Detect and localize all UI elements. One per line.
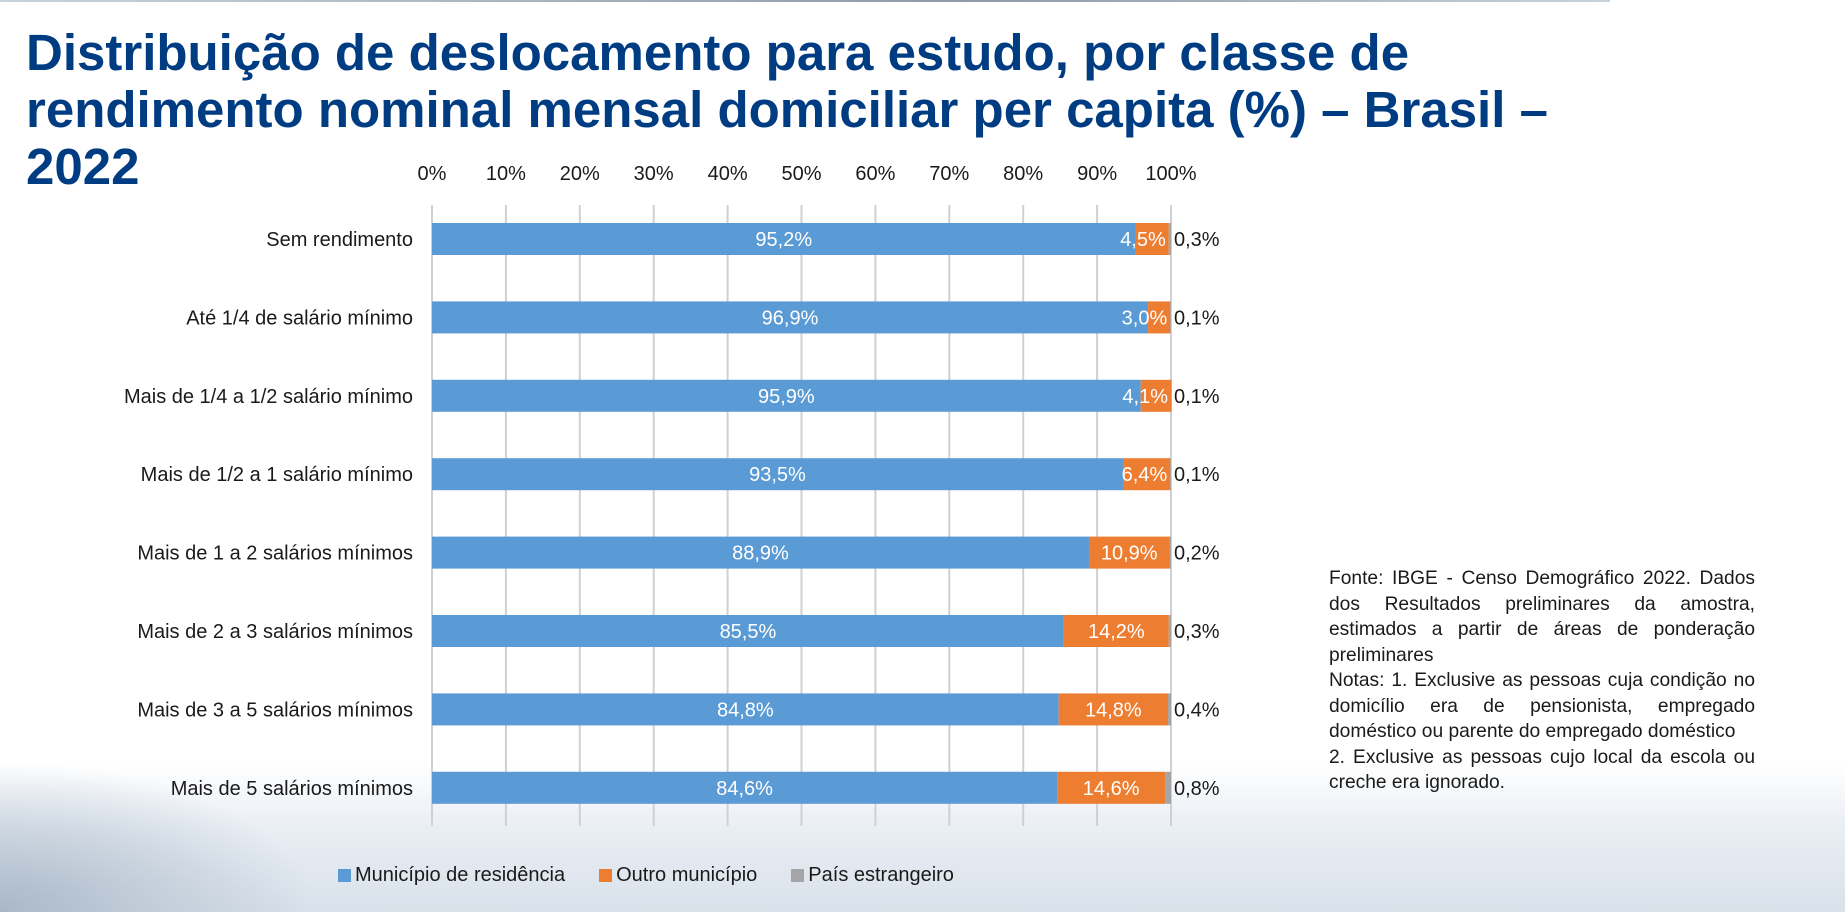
bar-segment-estrangeiro <box>1171 379 1172 412</box>
data-label-residencia: 85,5% <box>720 621 777 643</box>
data-label-residencia: 96,9% <box>762 307 819 329</box>
bar-segment-outro <box>1122 458 1171 491</box>
data-label-outro: 14,6% <box>1083 778 1140 800</box>
x-axis-ticks: 0% 10% 20% 30% 40% 50% 60% 70% 80% 90% 100% <box>418 163 1197 185</box>
bar-segment-estrangeiro <box>1170 458 1171 491</box>
chart-legend: Município de residência Outro município … <box>338 864 954 887</box>
bar-segment-residencia <box>432 301 1149 334</box>
bar-segment-estrangeiro <box>1168 223 1171 255</box>
bar-segment-outro <box>1057 771 1166 804</box>
legend-label-outro: Outro município <box>616 864 758 886</box>
data-label-estrangeiro: 0,1% <box>1174 464 1220 486</box>
note-2: 2. Exclusive as pessoas cujo local da es… <box>1329 746 1755 794</box>
x-tick-label: 0% <box>418 163 447 185</box>
category-label: Sem rendimento <box>266 229 413 251</box>
source-text: Fonte: IBGE - Censo Demográfico 2022. Da… <box>1329 568 1755 666</box>
x-tick-label: 10% <box>486 163 526 185</box>
x-tick-label: 50% <box>781 163 821 185</box>
category-label: Mais de 5 salários mínimos <box>171 778 413 800</box>
data-label-outro: 3,0% <box>1122 307 1168 329</box>
data-label-estrangeiro: 0,1% <box>1174 386 1220 408</box>
data-label-estrangeiro: 0,2% <box>1174 543 1220 565</box>
x-tick-label: 80% <box>1003 163 1043 185</box>
bar-segment-outro <box>1140 379 1171 412</box>
data-label-outro: 4,1% <box>1122 386 1168 408</box>
data-label-outro: 10,9% <box>1101 543 1158 565</box>
legend-label-estrangeiro: País estrangeiro <box>808 864 954 886</box>
bar-segment-estrangeiro <box>1169 536 1171 569</box>
bar-segment-estrangeiro <box>1170 301 1171 334</box>
data-label-estrangeiro: 0,1% <box>1174 307 1220 329</box>
category-labels: Sem rendimento Até 1/4 de salário mínimo M… <box>124 229 413 800</box>
data-label-outro: 14,8% <box>1085 699 1142 721</box>
data-label-residencia: 84,6% <box>716 778 773 800</box>
gridlines <box>431 205 1172 826</box>
bar-segment-residencia <box>432 536 1089 569</box>
source-notes: Fonte: IBGE - Censo Demográfico 2022. Da… <box>1329 566 1755 796</box>
data-label-residencia: 84,8% <box>717 699 774 721</box>
data-label-outro: 6,4% <box>1122 464 1168 486</box>
bar-segment-estrangeiro <box>1168 693 1171 726</box>
bar-segment-estrangeiro <box>1168 615 1171 647</box>
x-tick-label: 60% <box>855 163 895 185</box>
data-labels: 95,2% 4,5% 0,3% 96,9% 3,0% 0,1% 95,9% 4,1% 0,1% 9… <box>716 229 1220 800</box>
bar-segment-outro <box>1063 615 1169 647</box>
x-tick-label: 30% <box>634 163 674 185</box>
bar-segment-outro <box>1088 536 1170 569</box>
x-tick-label: 100% <box>1145 163 1196 185</box>
category-label: Mais de 3 a 5 salários mínimos <box>137 699 413 721</box>
bar-segment-outro <box>1148 301 1171 334</box>
category-label: Mais de 1/4 a 1/2 salário mínimo <box>124 386 413 408</box>
data-label-outro: 4,5% <box>1120 229 1166 251</box>
x-tick-label: 90% <box>1077 163 1117 185</box>
bar-segment-residencia <box>432 223 1136 255</box>
page-title: Distribuição de deslocamento para estudo… <box>26 24 1548 195</box>
category-label: Mais de 1 a 2 salários mínimos <box>137 543 413 565</box>
legend-label-residencia: Município de residência <box>355 864 566 886</box>
bar-segment-residencia <box>432 458 1123 491</box>
background-pattern <box>0 762 320 912</box>
data-label-residencia: 95,2% <box>755 229 812 251</box>
x-tick-label: 40% <box>708 163 748 185</box>
data-label-estrangeiro: 0,4% <box>1174 699 1220 721</box>
x-tick-label: 20% <box>560 163 600 185</box>
bars <box>432 223 1172 804</box>
legend-item-residencia: Município de residência <box>338 864 565 887</box>
top-divider-line <box>0 0 1610 2</box>
data-label-residencia: 93,5% <box>749 464 806 486</box>
category-label: Mais de 2 a 3 salários mínimos <box>137 621 413 643</box>
legend-swatch-residencia <box>338 869 351 882</box>
bar-segment-estrangeiro <box>1165 771 1171 804</box>
category-label: Até 1/4 de salário mínimo <box>186 307 413 329</box>
bar-segment-residencia <box>432 771 1058 804</box>
bar-segment-residencia <box>432 693 1059 726</box>
legend-item-estrangeiro: País estrangeiro <box>791 864 954 887</box>
legend-swatch-outro <box>599 869 613 882</box>
data-label-estrangeiro: 0,8% <box>1174 778 1220 800</box>
note-1: Notas: 1. Exclusive as pessoas cuja cond… <box>1329 670 1755 742</box>
bar-segment-residencia <box>432 379 1141 412</box>
data-label-estrangeiro: 0,3% <box>1174 229 1220 251</box>
bar-segment-residencia <box>432 615 1064 647</box>
bar-segment-outro <box>1135 223 1169 255</box>
category-label: Mais de 1/2 a 1 salário mínimo <box>141 464 413 486</box>
x-tick-label: 70% <box>929 163 969 185</box>
legend-item-outro: Outro município <box>599 864 757 887</box>
bar-segment-outro <box>1058 693 1169 726</box>
data-label-residencia: 88,9% <box>732 543 789 565</box>
data-label-outro: 14,2% <box>1088 621 1145 643</box>
data-label-residencia: 95,9% <box>758 386 815 408</box>
data-label-estrangeiro: 0,3% <box>1174 621 1220 643</box>
legend-swatch-estrangeiro <box>791 869 805 882</box>
